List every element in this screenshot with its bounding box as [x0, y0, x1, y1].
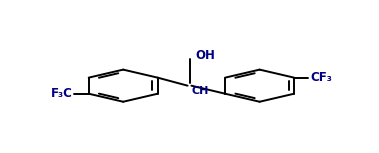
Text: CF₃: CF₃: [310, 71, 332, 84]
Text: CH: CH: [191, 86, 209, 96]
Text: F₃C: F₃C: [50, 87, 72, 100]
Text: OH: OH: [195, 49, 215, 62]
